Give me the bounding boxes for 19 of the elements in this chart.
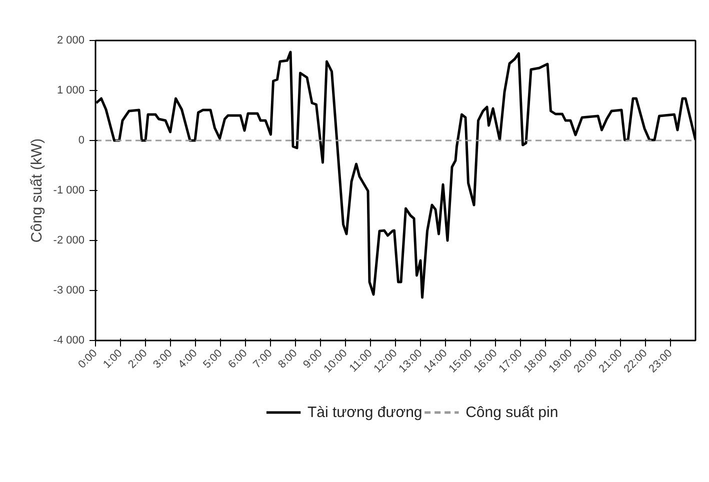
y-tick-label: -3 000 (53, 284, 85, 296)
y-tick-label: -4 000 (53, 334, 85, 346)
legend-label: Công suất pin (466, 404, 558, 421)
y-tick-label: -2 000 (53, 234, 85, 246)
x-tick-label: 4:00 (176, 347, 200, 371)
x-tick-label: 9:00 (301, 347, 325, 371)
x-tick-label: 8:00 (276, 347, 300, 371)
y-tick-label: 2 000 (56, 34, 85, 46)
x-tick-label: 0:00 (76, 347, 100, 371)
x-tick-label: 3:00 (151, 347, 175, 371)
y-tick-label: -1 000 (53, 184, 85, 196)
x-tick-label: 7:00 (251, 347, 275, 371)
legend-label: Tài tương đương (307, 404, 422, 421)
y-axis-title: Công suất (kW) (28, 138, 46, 243)
x-tick-label: 5:00 (201, 347, 225, 371)
y-tick-label: 1 000 (56, 84, 85, 96)
x-tick-label: 6:00 (226, 347, 250, 371)
y-tick-label: 0 (78, 134, 85, 146)
x-tick-label: 1:00 (101, 347, 125, 371)
